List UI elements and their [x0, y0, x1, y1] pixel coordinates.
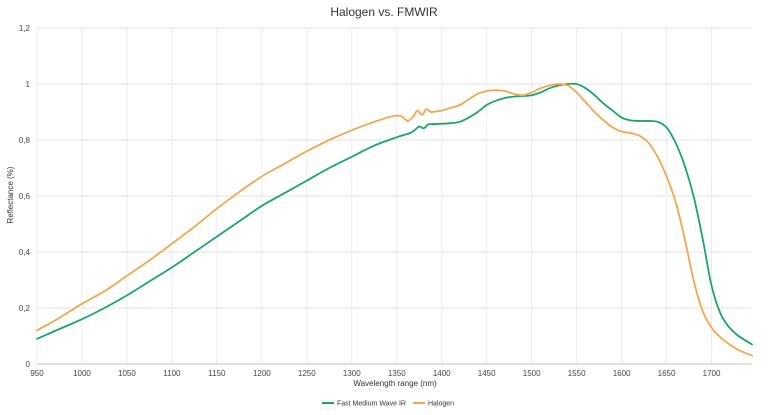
- series-layer: [36, 82, 753, 357]
- legend-label-halogen: Halogen: [428, 401, 454, 408]
- x-tick-label: 1200: [253, 369, 271, 378]
- y-tick-label: 0,8: [19, 136, 31, 145]
- tick-labels: 950 1000 1050 1100 1150 1200 1250 1300 1350 1400 1…: [19, 24, 721, 378]
- y-tick-label: 1: [26, 80, 31, 89]
- x-tick-label: 1600: [613, 369, 631, 378]
- x-tick-label: 1400: [433, 369, 451, 378]
- x-tick-label: 1050: [118, 369, 136, 378]
- x-tick-label: 1350: [388, 369, 406, 378]
- x-tick-label: 1700: [703, 369, 721, 378]
- legend: Fast Medium Wave IR Halogen: [322, 401, 454, 408]
- x-tick-label: 1550: [568, 369, 586, 378]
- x-tick-label: 1650: [658, 369, 676, 378]
- chart-title: Halogen vs. FMWIR: [330, 5, 438, 19]
- y-axis-title: Reflectance (%): [6, 166, 15, 223]
- series-line-fast-medium-wave-ir: [36, 82, 753, 346]
- x-tick-label: 1100: [163, 369, 181, 378]
- y-tick-label: 0: [26, 360, 31, 369]
- x-tick-label: 1250: [298, 369, 316, 378]
- x-tick-label: 950: [30, 369, 44, 378]
- grid-layer: [36, 27, 752, 364]
- x-tick-label: 1150: [208, 369, 226, 378]
- x-tick-label: 1000: [73, 369, 91, 378]
- y-tick-label: 0,6: [19, 192, 31, 201]
- y-tick-label: 1,2: [19, 24, 31, 33]
- x-axis-title: Wavelength range (nm): [353, 379, 437, 388]
- y-tick-label: 0,4: [19, 248, 31, 257]
- x-tick-label: 1300: [343, 369, 361, 378]
- x-tick-label: 1500: [523, 369, 541, 378]
- legend-label-fast-medium-wave-ir: Fast Medium Wave IR: [337, 401, 406, 408]
- series-line-halogen: [36, 83, 753, 357]
- x-tick-label: 1450: [478, 369, 496, 378]
- y-tick-label: 0,2: [19, 304, 31, 313]
